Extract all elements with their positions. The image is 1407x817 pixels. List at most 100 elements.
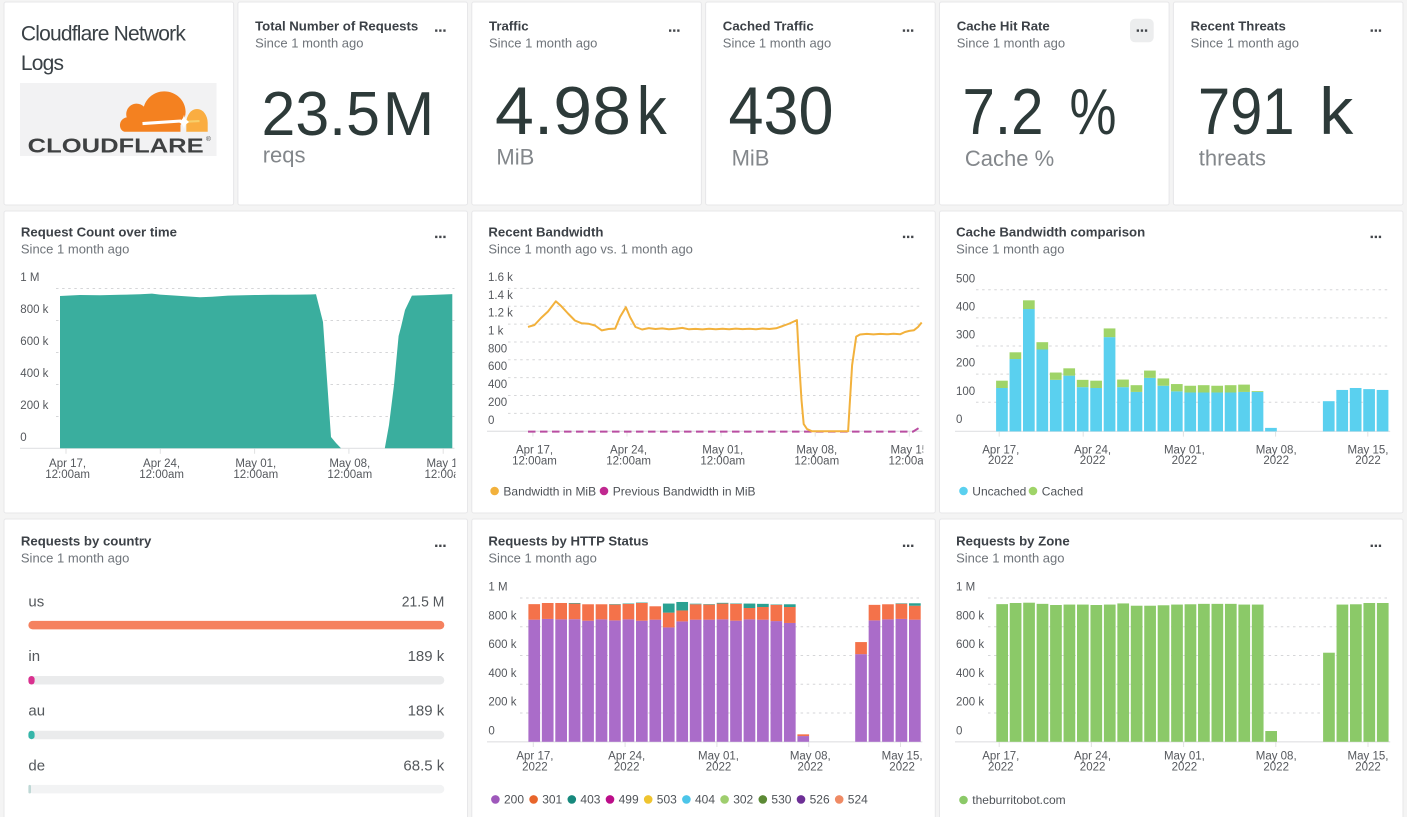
- svg-text:400 k: 400 k: [488, 668, 516, 680]
- svg-text:189 k: 189 k: [408, 703, 445, 720]
- svg-text:2022: 2022: [706, 762, 732, 774]
- svg-text:Since 1 month ago: Since 1 month ago: [956, 551, 1064, 566]
- svg-text:Apr 17,: Apr 17,: [49, 458, 86, 470]
- svg-text:Uncached: Uncached: [972, 484, 1026, 498]
- svg-text:300: 300: [956, 330, 975, 342]
- svg-text:May 15,: May 15,: [882, 751, 923, 763]
- svg-text:Apr 24,: Apr 24,: [610, 444, 647, 456]
- svg-text:Since 1 month ago: Since 1 month ago: [723, 35, 831, 50]
- svg-text:us: us: [28, 593, 44, 610]
- svg-text:2022: 2022: [1263, 455, 1289, 467]
- svg-text:0: 0: [488, 415, 494, 427]
- svg-text:0: 0: [20, 432, 26, 444]
- svg-text:k: k: [637, 74, 667, 149]
- svg-text:4.98: 4.98: [495, 74, 631, 149]
- svg-text:Recent Bandwidth: Recent Bandwidth: [488, 225, 603, 240]
- svg-text:threats: threats: [1199, 146, 1266, 171]
- svg-text:0: 0: [956, 414, 962, 426]
- svg-text:12:00am: 12:00am: [700, 455, 745, 467]
- svg-text:2022: 2022: [1080, 761, 1106, 773]
- svg-text:2022: 2022: [798, 762, 824, 774]
- svg-text:May 08,: May 08,: [1256, 445, 1297, 457]
- svg-text:May 08,: May 08,: [790, 751, 831, 763]
- svg-text:12:00am: 12:00am: [794, 455, 839, 467]
- svg-text:400 k: 400 k: [956, 668, 984, 680]
- svg-text:200: 200: [504, 793, 524, 807]
- svg-text:499: 499: [619, 793, 639, 807]
- svg-text:2022: 2022: [1172, 455, 1198, 467]
- svg-text:Requests by HTTP Status: Requests by HTTP Status: [488, 534, 648, 549]
- svg-text:23.5: 23.5: [262, 80, 380, 149]
- svg-text:May 15,: May 15,: [890, 444, 931, 456]
- svg-text:403: 403: [580, 793, 600, 807]
- svg-text:May 01,: May 01,: [1164, 750, 1205, 762]
- svg-text:2022: 2022: [614, 762, 640, 774]
- svg-text:Traffic: Traffic: [489, 18, 529, 33]
- svg-text:MiB: MiB: [496, 144, 534, 169]
- svg-text:Logs: Logs: [21, 52, 64, 75]
- svg-text:Since 1 month ago: Since 1 month ago: [488, 551, 596, 566]
- svg-text:400: 400: [488, 379, 507, 391]
- svg-text:Previous Bandwidth in MiB: Previous Bandwidth in MiB: [613, 484, 756, 498]
- svg-text:May 15,: May 15,: [426, 458, 467, 470]
- svg-text:Apr 17,: Apr 17,: [516, 751, 553, 763]
- svg-text:Cache Hit Rate: Cache Hit Rate: [957, 18, 1050, 33]
- svg-text:12:00am: 12:00am: [233, 469, 278, 481]
- svg-text:M: M: [383, 80, 435, 149]
- svg-text:May 01,: May 01,: [235, 458, 276, 470]
- svg-text:Since 1 month ago: Since 1 month ago: [956, 242, 1064, 257]
- svg-text:400: 400: [956, 302, 975, 314]
- svg-text:Since 1 month ago: Since 1 month ago: [957, 35, 1065, 50]
- svg-text:800 k: 800 k: [20, 304, 48, 316]
- svg-text:%: %: [1070, 75, 1117, 148]
- svg-text:200 k: 200 k: [488, 697, 516, 709]
- svg-text:Apr 17,: Apr 17,: [516, 444, 553, 456]
- svg-text:600: 600: [488, 361, 507, 373]
- svg-text:Total Number of Requests: Total Number of Requests: [255, 18, 418, 33]
- svg-text:Requests by Zone: Requests by Zone: [956, 534, 1070, 549]
- svg-text:791: 791: [1198, 75, 1295, 148]
- svg-text:68.5 k: 68.5 k: [403, 757, 444, 774]
- svg-text:May 15,: May 15,: [1348, 445, 1389, 457]
- svg-text:Since 1 month ago: Since 1 month ago: [21, 551, 129, 566]
- svg-text:Apr 24,: Apr 24,: [143, 458, 180, 470]
- svg-text:Apr 17,: Apr 17,: [982, 445, 1019, 457]
- svg-text:Apr 24,: Apr 24,: [1074, 445, 1111, 457]
- svg-text:Since 1 month ago: Since 1 month ago: [255, 35, 363, 50]
- svg-text:12:00am: 12:00am: [139, 469, 184, 481]
- svg-text:301: 301: [542, 793, 562, 807]
- svg-text:1 M: 1 M: [20, 272, 39, 284]
- svg-text:May 01,: May 01,: [698, 751, 739, 763]
- svg-text:Cache Bandwidth comparison: Cache Bandwidth comparison: [956, 225, 1145, 240]
- svg-text:200 k: 200 k: [956, 697, 984, 709]
- svg-text:1.4 k: 1.4 k: [488, 290, 513, 302]
- svg-text:12:00am: 12:00am: [889, 455, 934, 467]
- svg-text:Since 1 month ago: Since 1 month ago: [489, 35, 597, 50]
- svg-text:1 M: 1 M: [956, 582, 975, 594]
- svg-text:2022: 2022: [889, 762, 915, 774]
- svg-text:400 k: 400 k: [20, 368, 48, 380]
- svg-text:Bandwidth in MiB: Bandwidth in MiB: [503, 484, 596, 498]
- svg-text:Cloudflare Network: Cloudflare Network: [21, 23, 186, 46]
- svg-text:au: au: [28, 703, 45, 720]
- svg-text:Apr 24,: Apr 24,: [1074, 750, 1111, 762]
- svg-text:12:00am: 12:00am: [512, 455, 557, 467]
- svg-text:reqs: reqs: [263, 143, 306, 168]
- svg-text:de: de: [28, 757, 45, 774]
- svg-text:800 k: 800 k: [488, 610, 516, 622]
- svg-text:2022: 2022: [1172, 761, 1198, 773]
- svg-text:1 M: 1 M: [488, 582, 507, 594]
- svg-text:7.2: 7.2: [963, 75, 1044, 148]
- svg-text:in: in: [28, 648, 40, 665]
- svg-text:May 15,: May 15,: [1348, 750, 1389, 762]
- svg-text:12:00am: 12:00am: [425, 469, 470, 481]
- svg-text:Request Count over time: Request Count over time: [21, 225, 177, 240]
- svg-text:2022: 2022: [522, 762, 548, 774]
- svg-text:1.2 k: 1.2 k: [488, 308, 513, 320]
- svg-text:Cached Traffic: Cached Traffic: [723, 18, 814, 33]
- svg-text:800 k: 800 k: [956, 610, 984, 622]
- svg-text:Requests by country: Requests by country: [21, 534, 152, 549]
- svg-text:12:00am: 12:00am: [606, 455, 651, 467]
- svg-text:2022: 2022: [988, 455, 1014, 467]
- svg-text:2022: 2022: [1263, 761, 1289, 773]
